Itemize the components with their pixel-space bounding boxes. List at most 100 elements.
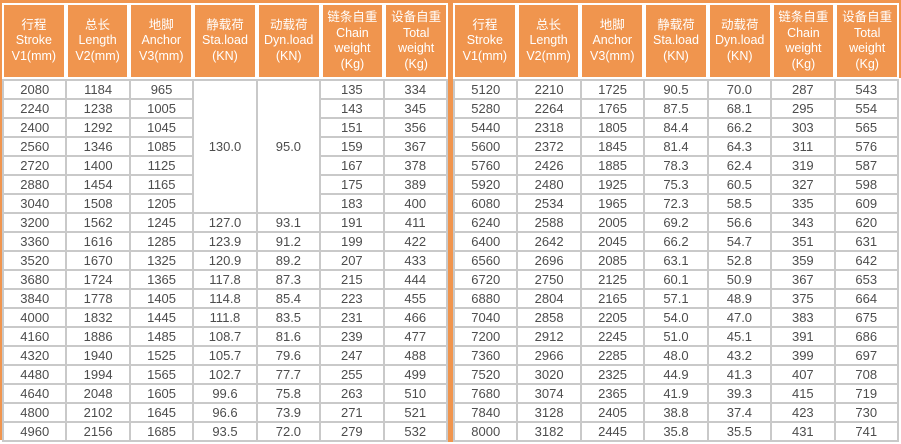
header-line: 静载荷	[657, 17, 695, 32]
cell-length: 1400	[65, 155, 131, 176]
cell-anchor: 2245	[579, 326, 646, 347]
cell-total-weight: 477	[382, 326, 449, 347]
cell-total-weight: 444	[382, 269, 449, 290]
cell-sta-load: 111.8	[192, 307, 258, 328]
cell-dyn-load: 50.9	[706, 269, 773, 290]
cell-dyn-load: 95.0	[255, 79, 322, 214]
cell-dyn-load: 64.3	[706, 136, 773, 157]
cell-stroke: 6560	[452, 250, 519, 271]
cell-length: 1994	[65, 364, 131, 385]
cell-stroke: 2080	[1, 79, 68, 100]
cell-total-weight: 532	[382, 421, 449, 442]
cell-dyn-load: 43.2	[706, 345, 773, 366]
header-line: 地脚	[599, 17, 625, 32]
cell-anchor: 965	[128, 79, 195, 100]
cell-total-weight: 356	[382, 117, 449, 138]
cell-anchor: 1725	[579, 79, 646, 100]
cell-sta-load: 66.2	[643, 231, 709, 252]
cell-sta-load: 117.8	[192, 269, 258, 290]
cell-total-weight: 642	[833, 250, 900, 271]
cell-stroke: 8000	[452, 421, 519, 442]
table-row: 4320 1940 1525 105.7 79.6 247 488	[1, 345, 449, 366]
cell-anchor: 2125	[579, 269, 646, 290]
table-row: 3200 1562 1245 127.0 93.1 191 411	[1, 212, 449, 233]
header-line: V3(mm)	[590, 48, 635, 63]
cell-anchor: 2085	[579, 250, 646, 271]
cell-chain-weight: 327	[770, 174, 836, 195]
header-line: V2(mm)	[75, 48, 120, 63]
table-row: 3520 1670 1325 120.9 89.2 207 433	[1, 250, 449, 271]
header-line: 静载荷	[206, 17, 244, 32]
cell-dyn-load: 66.2	[706, 117, 773, 138]
header-cell-stroke: 行程 Stroke V1(mm)	[453, 5, 517, 77]
cell-length: 2696	[516, 250, 582, 271]
header-box: 链条自重 Chain weight (Kg)	[773, 5, 834, 77]
header-line: 总长	[85, 17, 111, 32]
cell-sta-load: 35.8	[643, 421, 709, 442]
cell-length: 2534	[516, 193, 582, 214]
cell-dyn-load: 93.1	[255, 212, 322, 233]
right-accent-bar	[899, 0, 901, 78]
cell-chain-weight: 191	[319, 212, 385, 233]
cell-chain-weight: 423	[770, 402, 836, 423]
header-cell-chain-weight: 链条自重 Chain weight (Kg)	[772, 5, 836, 77]
cell-anchor: 1605	[128, 383, 195, 404]
cell-stroke: 7680	[452, 383, 519, 404]
cell-sta-load: 48.0	[643, 345, 709, 366]
cell-stroke: 3360	[1, 231, 68, 252]
cell-chain-weight: 199	[319, 231, 385, 252]
table-row: 4800 2102 1645 96.6 73.9 271 521	[1, 402, 449, 423]
cell-stroke: 4800	[1, 402, 68, 423]
cell-total-weight: 697	[833, 345, 900, 366]
top-accent-bar	[0, 0, 901, 3]
cell-sta-load: 51.0	[643, 326, 709, 347]
cell-length: 1346	[65, 136, 131, 157]
cell-stroke: 3520	[1, 250, 68, 271]
header-line: Stroke	[15, 33, 52, 48]
table-row: 5760 2426 1885 78.3 62.4 319 587	[452, 155, 900, 176]
header-line: (Kg)	[340, 56, 365, 71]
cell-chain-weight: 215	[319, 269, 385, 290]
cell-stroke: 4480	[1, 364, 68, 385]
header-box: 地脚 Anchor V3(mm)	[131, 5, 192, 77]
header-line: Length	[78, 33, 117, 48]
cell-sta-load: 114.8	[192, 288, 258, 309]
table-header-right: 行程 Stroke V1(mm) 总长 Length V2(mm) 地脚 Anchor V3(m…	[453, 5, 899, 77]
cell-total-weight: 620	[833, 212, 900, 233]
cell-dyn-load: 41.3	[706, 364, 773, 385]
cell-chain-weight: 271	[319, 402, 385, 423]
table-row: 5600 2372 1845 81.4 64.3 311 576	[452, 136, 900, 157]
cell-chain-weight: 367	[770, 269, 836, 290]
header-line: 地脚	[148, 17, 174, 32]
header-line: 动载荷	[269, 17, 308, 32]
table-row: 2240 1238 1005 143 345	[1, 98, 449, 119]
header-line: (KN)	[275, 48, 302, 63]
header-line: Total	[853, 25, 881, 40]
cell-chain-weight: 151	[319, 117, 385, 138]
table-body-left: 2080 1184 965 130.0 95.0 135 334 2240 1238 1005 14…	[1, 79, 449, 442]
cell-anchor: 1925	[579, 174, 646, 195]
cell-anchor: 2325	[579, 364, 646, 385]
cell-anchor: 1005	[128, 98, 195, 119]
cell-length: 3020	[516, 364, 582, 385]
header-line: V1(mm)	[11, 48, 57, 63]
table-row: 7520 3020 2325 44.9 41.3 407 708	[452, 364, 900, 385]
cell-anchor: 1685	[128, 421, 195, 442]
cell-stroke: 7040	[452, 307, 519, 328]
cell-sta-load: 130.0	[192, 79, 258, 214]
table-body-right: 5120 2210 1725 90.5 70.0 287 543 5280 2264 1765 87…	[452, 79, 900, 442]
cell-anchor: 2365	[579, 383, 646, 404]
cell-stroke: 2560	[1, 136, 68, 157]
table-header-left: 行程 Stroke V1(mm) 总长 Length V2(mm) 地脚 Anchor V3(m…	[2, 5, 448, 77]
table-row: 2400 1292 1045 151 356	[1, 117, 449, 138]
cell-total-weight: 719	[833, 383, 900, 404]
cell-chain-weight: 407	[770, 364, 836, 385]
header-line: Anchor	[592, 33, 633, 48]
cell-total-weight: 686	[833, 326, 900, 347]
header-line: Anchor	[141, 33, 182, 48]
header-line: 设备自重	[391, 10, 442, 24]
header-line: V2(mm)	[526, 48, 571, 63]
cell-total-weight: 543	[833, 79, 900, 100]
cell-dyn-load: 35.5	[706, 421, 773, 442]
cell-sta-load: 84.4	[643, 117, 709, 138]
